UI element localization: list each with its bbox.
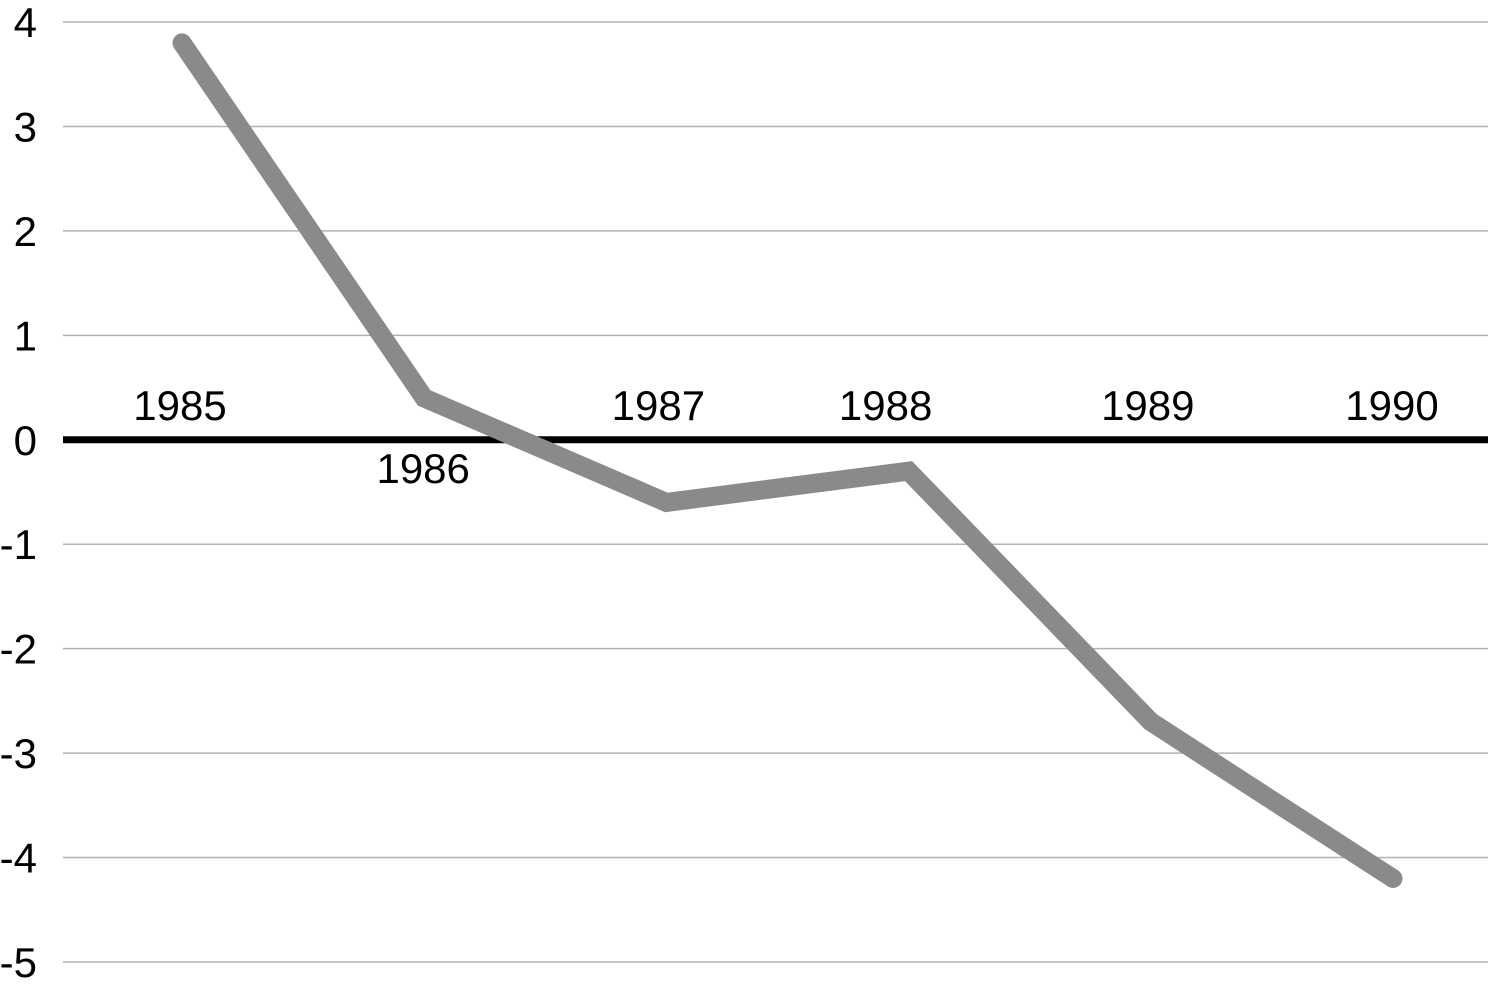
y-tick-label: 0 [14, 417, 37, 464]
x-year-label: 1986 [376, 445, 469, 492]
x-year-label: 1987 [612, 382, 705, 429]
data-line-series-1 [172, 33, 1403, 888]
y-tick-label: 3 [14, 103, 37, 150]
x-year-label: 1988 [839, 382, 932, 429]
y-tick-label: -4 [0, 835, 37, 882]
y-tick-label: 4 [14, 0, 37, 46]
y-tick-label: -5 [0, 939, 37, 985]
y-tick-label: 2 [14, 208, 37, 255]
y-tick-label: -1 [0, 521, 37, 568]
y-tick-label: -2 [0, 626, 37, 673]
x-year-label: 1990 [1345, 382, 1438, 429]
x-year-label: 1989 [1101, 382, 1194, 429]
y-tick-label: -3 [0, 730, 37, 777]
y-tick-label: 1 [14, 312, 37, 359]
x-year-label: 1985 [133, 382, 226, 429]
